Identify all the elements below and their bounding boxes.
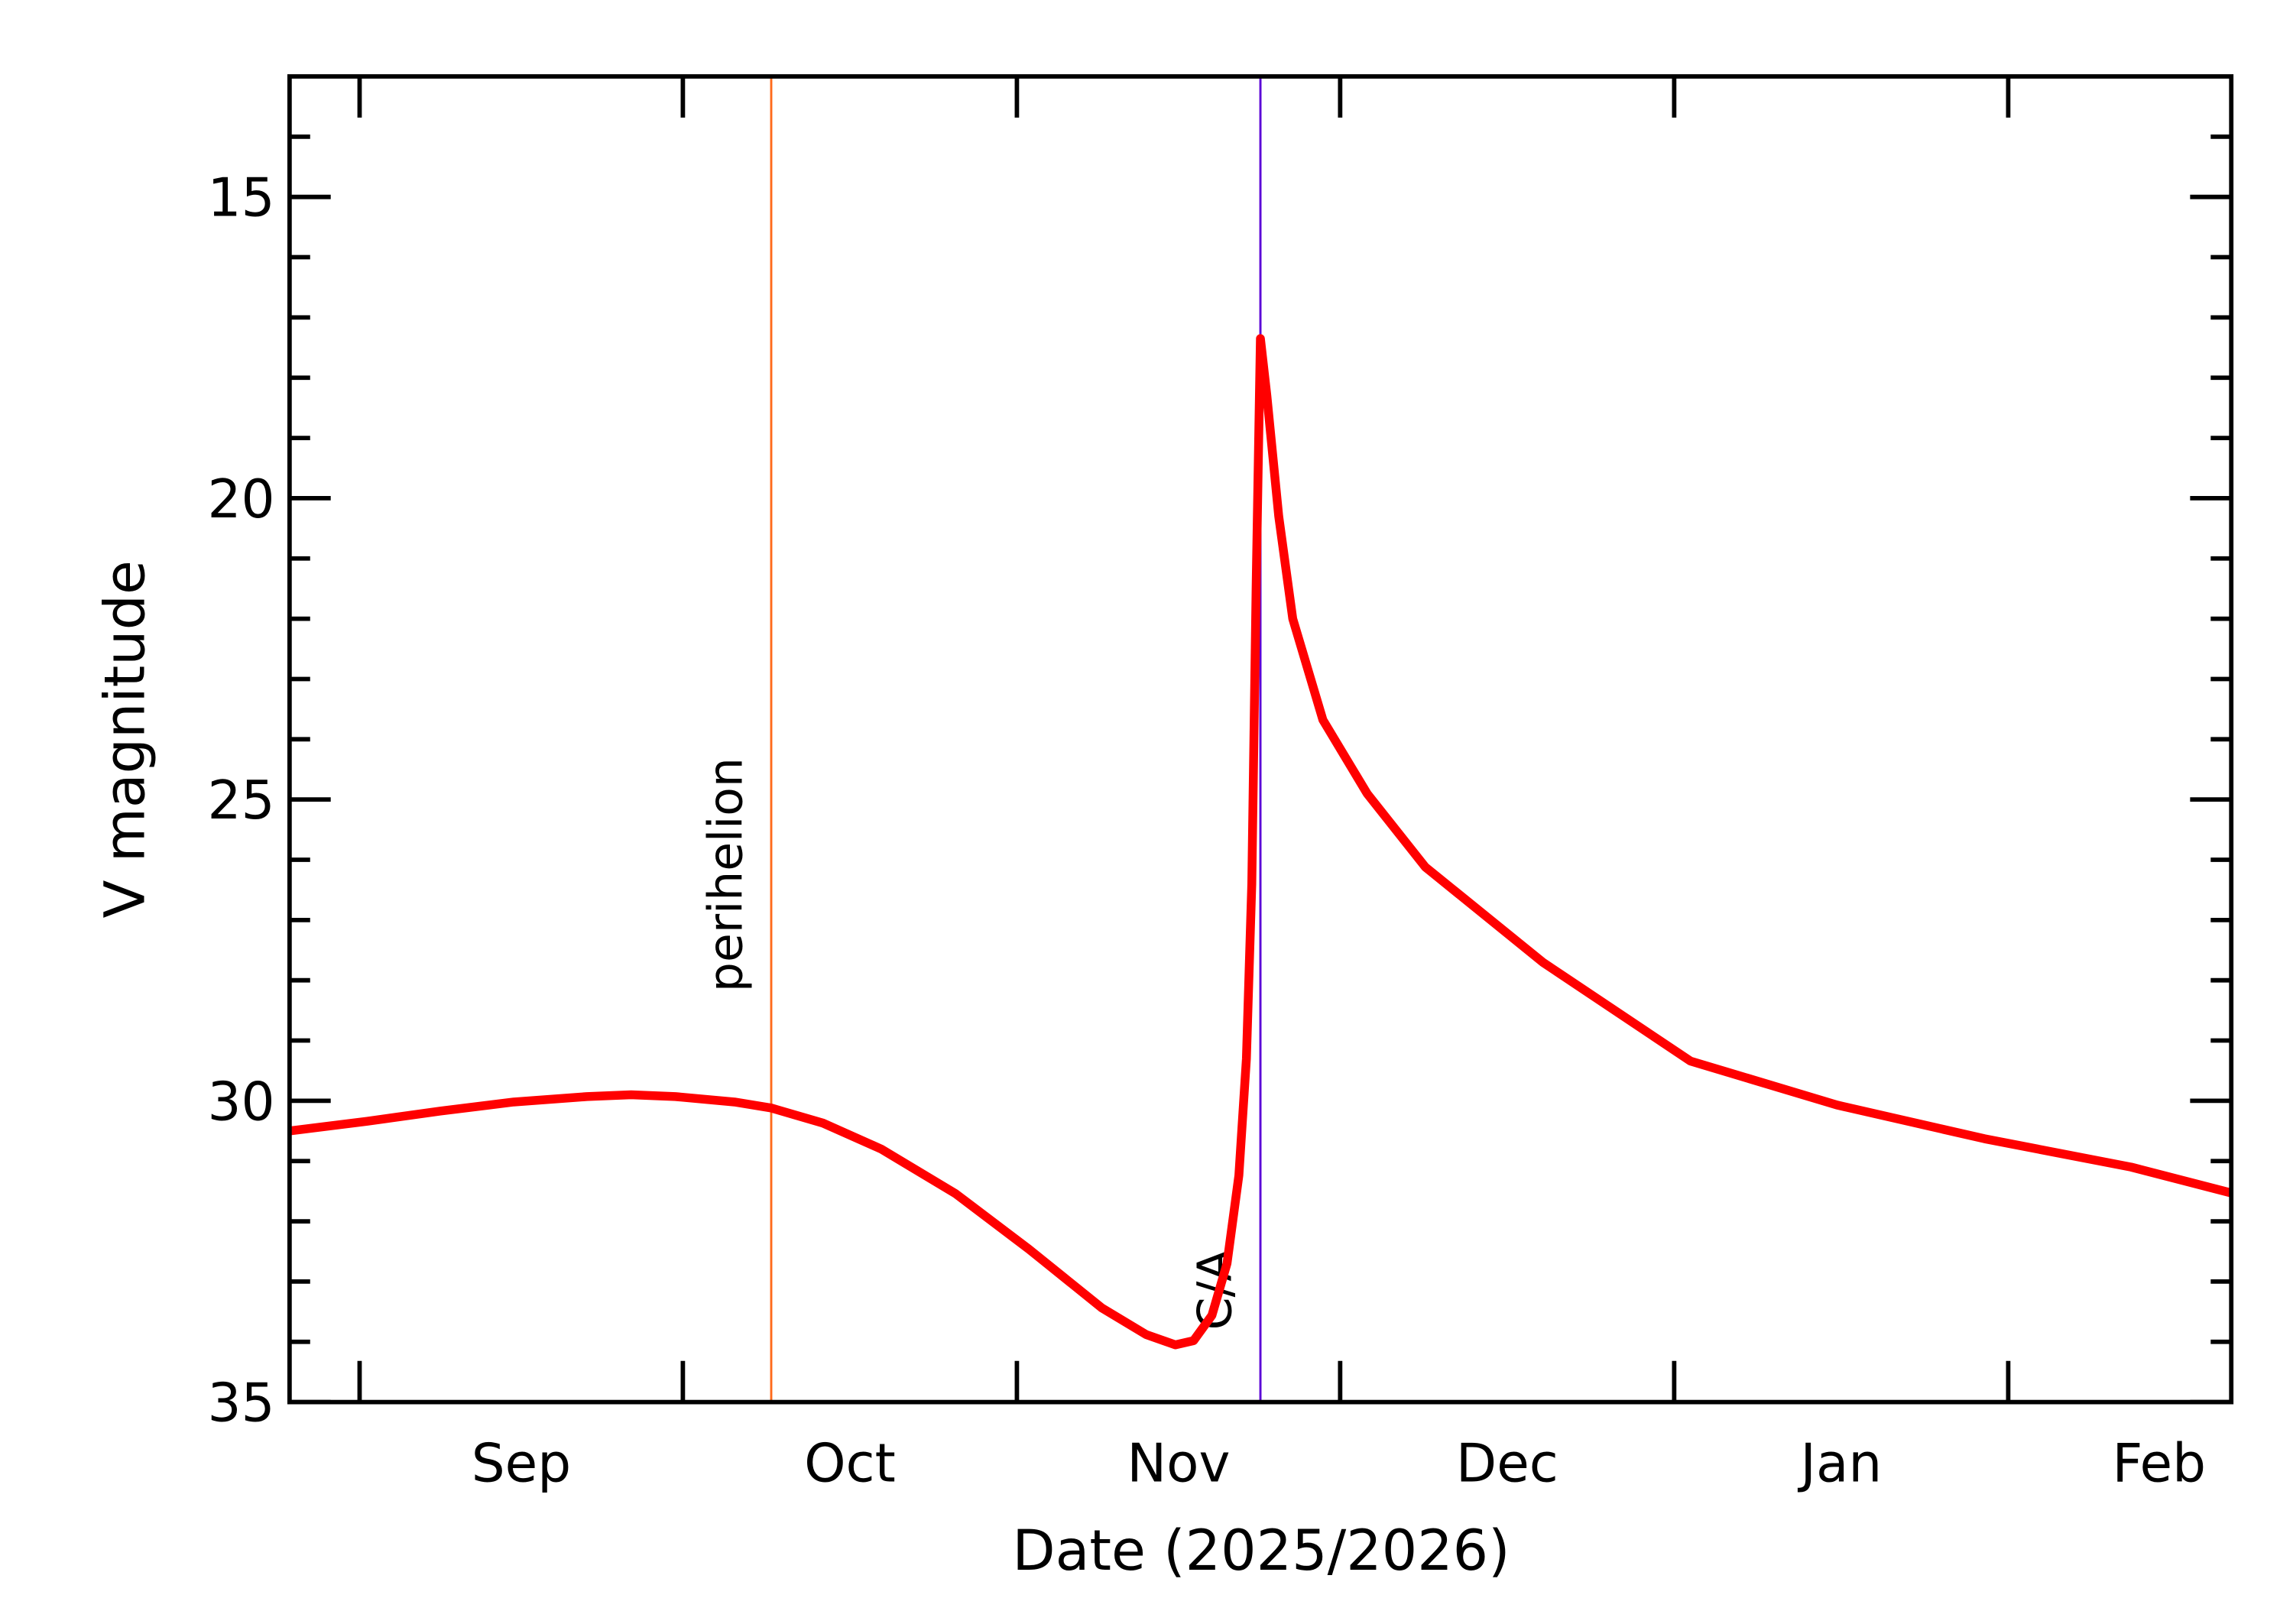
x-tick-label: Dec — [1456, 1433, 1558, 1494]
data-line — [289, 334, 2233, 1350]
x-tick-label: Sep — [472, 1433, 571, 1494]
y-axis-label: V magnitude — [92, 560, 157, 918]
y-tick-label: 25 — [208, 770, 275, 831]
event-label: perihelion — [699, 757, 754, 992]
y-tick-label: 20 — [208, 469, 275, 530]
x-tick-label: Feb — [2112, 1433, 2206, 1494]
x-tick-label: Jan — [1798, 1433, 1883, 1494]
y-tick-label: 30 — [208, 1071, 275, 1133]
x-axis-label: Date (2025/2026) — [1012, 1519, 1510, 1583]
plot-frame — [287, 74, 2234, 1405]
y-tick-label: 35 — [208, 1373, 275, 1434]
y-tick-label: 15 — [208, 168, 275, 229]
x-tick-label: Oct — [804, 1433, 896, 1494]
x-tick-label: Nov — [1127, 1433, 1230, 1494]
